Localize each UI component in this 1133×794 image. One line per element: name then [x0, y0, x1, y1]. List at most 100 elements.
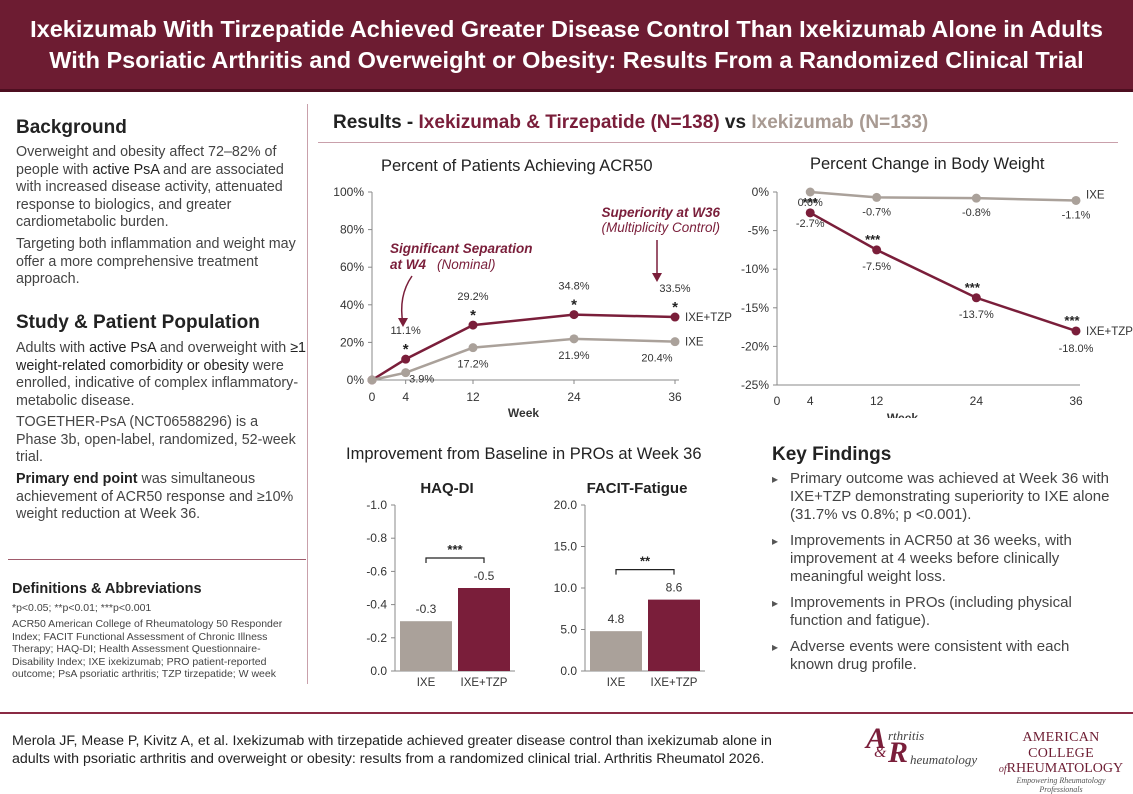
haq-bar-IXE [400, 621, 452, 671]
acr-line-2: ofRHEUMATOLOGY [996, 762, 1126, 776]
poster-header: Ixekizumab With Tirzepatide Achieved Gre… [0, 0, 1133, 92]
key-findings-list: Primary outcome was achieved at Week 36 … [772, 470, 1112, 682]
bg-text-a: Overweight and obesity affect 72–82% of … [16, 144, 277, 178]
facit-y-tick-label: 15.0 [554, 540, 578, 554]
weight-data-label-ixe: 0.0% [798, 197, 823, 209]
finding-2: Improvements in ACR50 at 36 weeks, with … [772, 532, 1112, 586]
weight-series-label-IXE: IXE [1086, 189, 1105, 201]
study-heading: Study & Patient Population [16, 312, 260, 333]
acr50-point-IXE+TZP [468, 320, 478, 330]
acr50-point-IXE+TZP [670, 312, 680, 322]
weight-point-IXE+TZP [805, 208, 815, 218]
facit-bar-label: 4.8 [608, 612, 625, 626]
finding-1: Primary outcome was achieved at Week 36 … [772, 470, 1112, 524]
haq-title: HAQ-DI [420, 480, 473, 497]
weight-y-tick-label: -5% [748, 224, 770, 238]
acr50-series-label-IXE: IXE [685, 337, 704, 349]
facit-y-tick-label: 10.0 [554, 581, 578, 595]
results-divider [318, 142, 1118, 143]
definitions-heading: Definitions & Abbreviations [12, 581, 202, 597]
weight-data-label-tzp: -7.5% [862, 261, 891, 273]
acr50-point-IXE [367, 375, 377, 385]
acr-logo: AMERICAN COLLEGE ofRHEUMATOLOGY Empoweri… [996, 730, 1126, 794]
acr50-data-label-tzp: 33.5% [659, 283, 690, 295]
weight-sig-marker: *** [865, 232, 881, 247]
weight-y-tick-label: 0% [752, 185, 770, 199]
haq-sig-marker: *** [447, 542, 463, 557]
facit-sig-marker: ** [640, 554, 651, 569]
left-divider [8, 559, 306, 560]
acr50-y-tick-label: 0% [347, 373, 365, 387]
haq-y-tick-label: -0.6 [366, 564, 387, 578]
weight-data-label-ixe: -0.7% [862, 206, 891, 218]
acr50-data-label-tzp: 29.2% [457, 291, 488, 303]
definitions-text: ACR50 American College of Rheumatology 5… [12, 618, 283, 680]
acr50-y-tick-label: 20% [340, 335, 364, 349]
haq-y-tick-label: -0.2 [366, 631, 387, 645]
st-p3-rest: was simultaneous achievement of ACR50 re… [16, 471, 294, 523]
weight-point-IXE+TZP [971, 293, 981, 303]
bg-text-b: and are associated with increased diseas… [16, 161, 284, 231]
acr50-y-tick-label: 40% [340, 298, 364, 312]
finding-3: Improvements in PROs (including physical… [772, 594, 1112, 630]
acr-line-1: AMERICAN COLLEGE [1022, 730, 1100, 761]
journal-logo-heumatology: heumatology [910, 752, 978, 767]
title-line-2: With Psoriatic Arthritis and Overweight … [49, 47, 1084, 73]
acr50-x-tick-label: 0 [369, 390, 376, 404]
results-label: Results - [333, 112, 419, 133]
st-b2: ≥1 weight-related comorbidity or obesity [16, 340, 306, 374]
facit-y-tick-label: 20.0 [554, 498, 578, 512]
weight-point-IXE [872, 192, 882, 202]
journal-logo-r: R [888, 736, 909, 769]
acr50-annotation-arrowhead-1 [398, 318, 408, 327]
haq-sig-bracket [425, 557, 485, 563]
facit-category-label: IXE [607, 677, 626, 689]
facit-sig-bracket [615, 569, 675, 575]
acr50-sig-marker: * [571, 297, 577, 314]
haq-y-tick-label: -0.4 [366, 598, 387, 612]
st-b1: active PsA [89, 340, 156, 356]
study-text-3: Primary end point was simultaneous achie… [16, 471, 301, 524]
weight-x-tick-label: 36 [1069, 394, 1083, 408]
acr50-sig-marker: * [403, 341, 409, 358]
acr50-annotation-separation: Significant Separation [390, 241, 533, 256]
weight-point-IXE+TZP [872, 245, 882, 255]
key-findings-heading: Key Findings [772, 444, 892, 465]
weight-y-tick-label: -25% [741, 378, 769, 392]
acr50-point-IXE [569, 334, 579, 344]
acr50-point-IXE+TZP [401, 354, 411, 364]
haq-y-tick-label: -0.8 [366, 531, 387, 545]
haq-bar-IXE+TZP [458, 588, 510, 671]
study-text-1: Adults with active PsA and overweight wi… [16, 340, 308, 410]
acr50-series-label-IXE+TZP: IXE+TZP [685, 312, 732, 324]
finding-4: Adverse events were consistent with each… [772, 638, 1112, 674]
haq-bar-label: -0.5 [474, 569, 495, 583]
weight-point-IXE [971, 193, 981, 203]
haq-category-label: IXE [417, 677, 436, 689]
weight-y-tick-label: -10% [741, 262, 769, 276]
acr50-point-IXE [468, 343, 478, 353]
footer: Merola JF, Mease P, Kivitz A, et al. Ixe… [0, 712, 1133, 794]
acr50-point-IXE [670, 337, 680, 347]
acr50-annotation-arrowhead-2 [652, 273, 662, 282]
weight-chart-title: Percent Change in Body Weight [810, 155, 1045, 173]
facit-y-tick-label: 0.0 [560, 664, 577, 678]
title-line-1: Ixekizumab With Tirzepatide Achieved Gre… [30, 16, 1103, 42]
weight-sig-marker: *** [803, 195, 819, 210]
facit-bar-IXE+TZP [648, 599, 700, 671]
acr50-point-IXE+TZP [569, 310, 579, 320]
weight-chart: 0% -5% -10% -15% -20% -25% 0 4 12 24 36 Week IXE IXE+… [741, 185, 1133, 418]
weight-point-IXE [805, 187, 815, 197]
weight-series-label-IXE+TZP: IXE+TZP [1086, 326, 1133, 338]
study-text-2: TOGETHER-PsA (NCT06588296) is a Phase 3b… [16, 414, 296, 466]
acr-rheum: RHEUMATOLOGY [1006, 761, 1124, 776]
st-d: were enrolled, indicative of complex inf… [16, 357, 299, 409]
significance-legend: *p<0.05; **p<0.01; ***p<0.001 [12, 602, 152, 614]
background-heading: Background [16, 117, 127, 138]
facit-chart: FACIT-Fatigue 20.0 15.0 10.0 5.0 0.0 4.8 IXE 8.6… [554, 480, 705, 689]
acr50-data-label-tzp: 11.1% [390, 325, 421, 337]
acr50-y-tick-label: 80% [340, 223, 364, 237]
results-arm1: Ixekizumab & Tirzepatide (N=138) [418, 112, 720, 133]
acr50-point-IXE [401, 368, 411, 378]
results-vs: vs [719, 112, 752, 133]
